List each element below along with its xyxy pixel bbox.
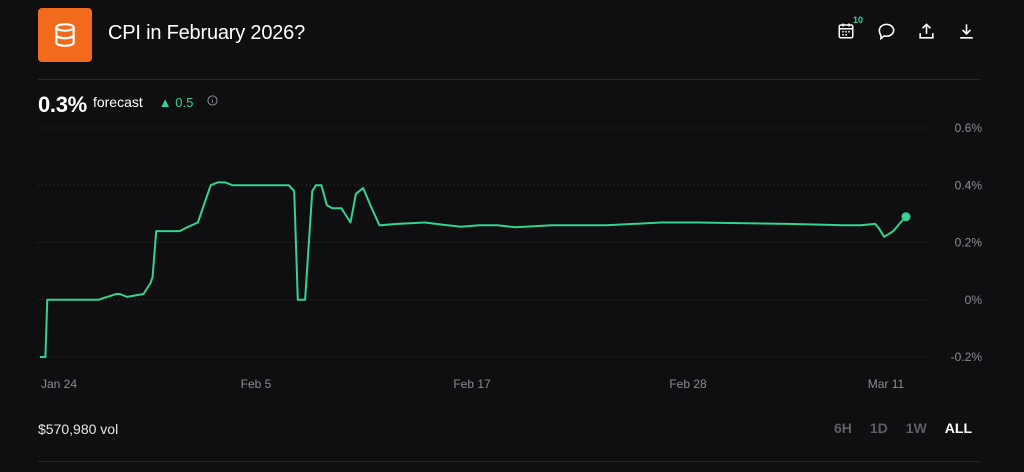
calendar-badge: 10	[852, 15, 863, 25]
info-icon[interactable]	[207, 93, 218, 111]
market-title: CPI in February 2026?	[108, 22, 306, 44]
comment-icon[interactable]	[876, 20, 896, 42]
header-divider	[38, 79, 980, 80]
forecast-label: forecast	[92, 94, 143, 110]
series-line	[40, 181, 907, 358]
x-tick-label: Mar 11	[868, 377, 905, 391]
y-tick-label: 0%	[965, 293, 983, 307]
x-tick-label: Jan 24	[41, 377, 77, 391]
volume-label: $570,980 vol	[38, 421, 119, 437]
footer-divider	[38, 461, 980, 462]
y-tick-label: 0.2%	[955, 236, 983, 250]
x-tick-label: Feb 28	[669, 377, 707, 391]
header-actions: 10	[836, 15, 976, 42]
market-header: CPI in February 2026? 10	[0, 0, 1024, 80]
share-icon[interactable]	[916, 20, 936, 42]
last-point-marker	[901, 212, 911, 222]
x-tick-label: Feb 17	[453, 377, 491, 391]
x-tick-label: Feb 5	[241, 377, 272, 391]
forecast-summary: 0.3% forecast ▲ 0.5	[38, 92, 218, 118]
range-button-1d[interactable]: 1D	[869, 420, 888, 436]
y-tick-label: 0.4%	[955, 178, 983, 192]
range-button-1w[interactable]: 1W	[905, 420, 927, 436]
time-range-selector: 6H 1D 1W ALL	[834, 420, 972, 436]
forecast-change-value: 0.5	[175, 95, 194, 110]
triangle-up-icon: ▲	[158, 95, 172, 110]
database-icon	[38, 8, 92, 62]
forecast-value: 0.3%	[38, 92, 87, 117]
forecast-change: ▲ 0.5	[159, 95, 194, 110]
range-button-6h[interactable]: 6H	[833, 420, 852, 436]
y-tick-label: 0.6%	[955, 121, 983, 135]
range-button-all[interactable]: ALL	[944, 420, 972, 436]
y-tick-label: -0.2%	[951, 350, 983, 364]
download-icon[interactable]	[956, 20, 976, 42]
calendar-icon[interactable]: 10	[836, 15, 863, 42]
